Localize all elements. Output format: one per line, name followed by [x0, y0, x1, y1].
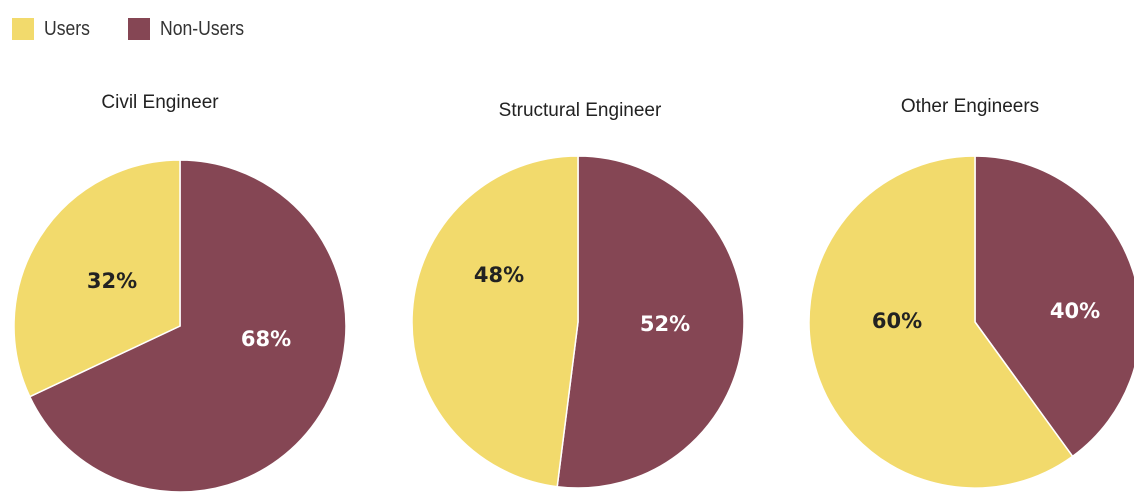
- slice-label-users: 48%: [474, 263, 524, 287]
- chart-title: Structural Engineer: [499, 100, 662, 121]
- legend-item-users: Users: [12, 18, 96, 41]
- pie-chart-3: Other Engineers 40% 60%: [808, 96, 1134, 489]
- slice-label-users: 60%: [872, 309, 922, 333]
- pie-slice-users: [13, 159, 181, 398]
- legend-label-non-users: Non-Users: [160, 17, 245, 40]
- pie-chart-2: Structural Engineer 52% 48%: [411, 100, 745, 489]
- legend-swatch-non-users: [128, 18, 151, 40]
- pie-chart-1: Civil Engineer 68% 32%: [13, 92, 347, 492]
- slice-label-non-users: 68%: [241, 327, 291, 351]
- slice-label-users: 32%: [87, 269, 137, 293]
- legend-item-non-users: Non-Users: [128, 18, 256, 41]
- pie-slice-non-users: [974, 155, 1134, 458]
- pie-slice-non-users: [556, 155, 745, 489]
- chart-title: Civil Engineer: [101, 92, 219, 113]
- slice-label-non-users: 40%: [1050, 299, 1100, 323]
- legend: Users Non-Users: [12, 14, 288, 44]
- legend-swatch-users: [12, 18, 34, 40]
- pie-slice-non-users: [28, 159, 347, 492]
- slice-label-non-users: 52%: [640, 312, 690, 336]
- pie-slice-users: [808, 155, 1074, 489]
- chart-title: Other Engineers: [901, 96, 1039, 117]
- legend-label-users: Users: [44, 17, 90, 40]
- pie-slice-users: [411, 155, 579, 488]
